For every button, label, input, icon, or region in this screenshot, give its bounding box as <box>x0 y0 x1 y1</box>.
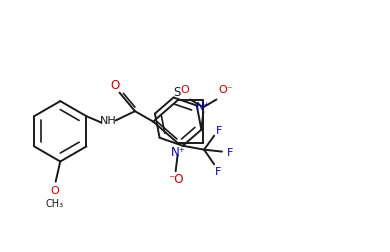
Text: N⁺: N⁺ <box>171 146 186 159</box>
Text: CH₃: CH₃ <box>46 198 64 208</box>
Text: N⁺: N⁺ <box>196 101 211 111</box>
Text: ⁻O: ⁻O <box>168 173 183 186</box>
Text: O: O <box>181 85 190 95</box>
Text: O: O <box>50 185 59 195</box>
Text: F: F <box>227 147 233 157</box>
Text: NH: NH <box>99 116 116 126</box>
Text: F: F <box>215 167 221 177</box>
Text: O: O <box>110 79 119 92</box>
Text: O⁻: O⁻ <box>218 85 233 95</box>
Text: F: F <box>216 125 222 135</box>
Text: S: S <box>173 86 181 99</box>
